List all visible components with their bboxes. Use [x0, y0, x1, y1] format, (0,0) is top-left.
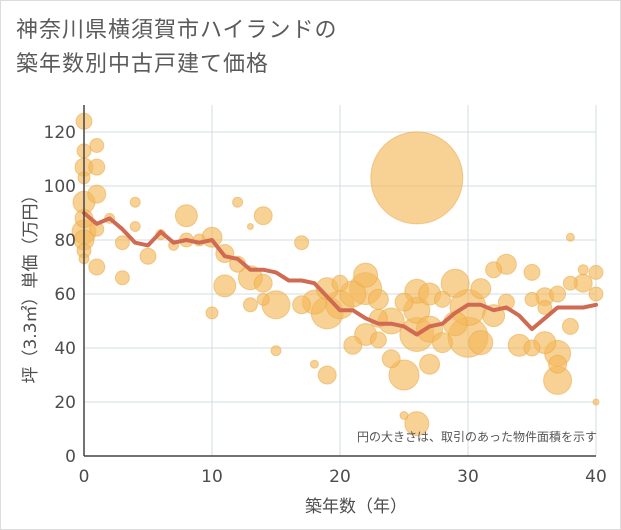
- bubble-point: [592, 398, 600, 406]
- bubble-point: [431, 332, 453, 354]
- bubble-point: [440, 268, 470, 298]
- axes: 0 20 40 60 80 100 120 0 10 20 30 40: [44, 105, 607, 487]
- bubble-point: [88, 158, 106, 176]
- bubble-point: [353, 262, 379, 288]
- bubble-point: [174, 204, 198, 228]
- x-axis-label: 築年数（年）: [305, 497, 407, 517]
- bubble-point: [88, 258, 106, 276]
- y-tick-label: 0: [65, 447, 76, 467]
- bubble-point: [549, 285, 567, 303]
- bubble-point: [253, 206, 273, 226]
- bubble-point: [370, 131, 464, 225]
- bubble-point: [205, 306, 219, 320]
- x-tick-label: 10: [201, 467, 223, 487]
- bubble-point: [433, 290, 451, 308]
- bubble-point: [246, 223, 254, 230]
- bubble-point: [399, 411, 409, 420]
- bubble-point: [394, 292, 414, 312]
- bubble-point: [256, 292, 270, 306]
- y-tick-label: 120: [44, 123, 76, 143]
- y-tick-label: 100: [44, 177, 76, 197]
- chart-title: 神奈川県横須賀市ハイランドの 築年数別中古戸建て価格: [16, 14, 606, 82]
- bubble-point: [524, 291, 540, 307]
- bubble-point: [367, 288, 389, 310]
- bubble-point: [343, 335, 363, 355]
- x-tick-label: 0: [79, 467, 90, 487]
- bubble-layer: [71, 112, 604, 437]
- bubble-point: [270, 345, 282, 357]
- size-note: 円の大きさは、取引のあった物件面積を示す: [357, 429, 597, 444]
- bubble-point: [89, 138, 105, 153]
- chart-title-line-1: 神奈川県横須賀市ハイランドの: [16, 18, 338, 43]
- bubble-point: [468, 330, 494, 356]
- bubble-point: [485, 261, 503, 279]
- y-tick-label: 80: [54, 231, 76, 251]
- bubble-point: [114, 270, 130, 286]
- y-tick-label: 60: [54, 285, 76, 305]
- y-axis-label: 坪（3.3㎡）単価（万円）: [21, 186, 41, 383]
- bubble-point: [309, 359, 319, 369]
- bubble-point: [565, 232, 575, 242]
- bubble-point: [242, 297, 258, 313]
- bubble-point: [562, 275, 578, 291]
- x-tick-label: 30: [457, 467, 479, 487]
- bubble-point: [292, 295, 312, 315]
- bubble-point: [419, 353, 441, 375]
- bubble-point: [253, 273, 273, 293]
- chart-title-line-2: 築年数別中古戸建て価格: [16, 52, 270, 77]
- bubble-point: [232, 196, 244, 208]
- average-price-line: [82, 211, 598, 337]
- bubble-point: [537, 300, 553, 315]
- bubble-point: [129, 196, 141, 208]
- bubble-point: [497, 293, 515, 311]
- bubble-point: [139, 247, 157, 265]
- bubble-point: [588, 264, 604, 280]
- y-tick-label: 20: [54, 393, 76, 413]
- bubble-point: [577, 264, 589, 276]
- bubble-point: [369, 331, 387, 349]
- bubble-point: [561, 317, 579, 335]
- bubble-point: [548, 354, 568, 374]
- y-tick-label: 40: [54, 339, 76, 359]
- bubble-point: [331, 274, 349, 292]
- bubble-point: [588, 286, 604, 302]
- bubble-point: [388, 359, 420, 391]
- bubble-point: [381, 349, 401, 369]
- x-tick-label: 40: [585, 467, 607, 487]
- bubble-point: [129, 221, 141, 232]
- bubble-point: [213, 274, 237, 298]
- bubble-point: [317, 365, 337, 385]
- bubble-point: [87, 184, 107, 204]
- bubble-point: [470, 278, 492, 300]
- bubble-point: [523, 339, 541, 357]
- bubble-point: [294, 235, 310, 251]
- bubble-point: [404, 411, 430, 437]
- bubble-point: [114, 235, 130, 251]
- line-layer: [82, 211, 598, 337]
- x-tick-label: 20: [329, 467, 351, 487]
- bubble-point: [523, 263, 541, 281]
